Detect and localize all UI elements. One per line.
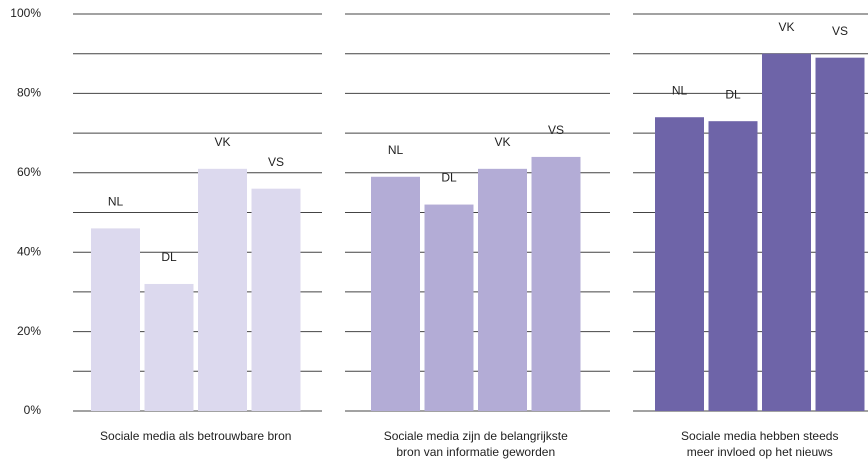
bar-label: VK <box>494 135 510 149</box>
bar-label: VS <box>832 24 848 38</box>
bar-label: VS <box>268 155 284 169</box>
bar <box>655 117 704 411</box>
panel-caption: Sociale media hebben steeds <box>681 429 838 443</box>
bar <box>531 156 581 411</box>
panel-caption: bron van informatie geworden <box>396 445 555 459</box>
bar-label: VK <box>214 135 230 149</box>
y-tick-label: 0% <box>24 403 42 417</box>
bar <box>815 57 865 412</box>
bar-label: DL <box>161 250 177 264</box>
bar <box>708 121 758 411</box>
bar-label: DL <box>725 87 741 101</box>
panel-caption: meer invloed op het nieuws <box>687 445 833 459</box>
y-tick-label: 20% <box>17 324 41 338</box>
y-tick-label: 40% <box>17 244 41 258</box>
bar-label: VK <box>778 20 794 34</box>
bar-label: NL <box>672 83 688 97</box>
bar <box>198 168 247 411</box>
bar <box>371 176 420 411</box>
y-tick-label: 60% <box>17 165 41 179</box>
bar <box>91 228 140 411</box>
bar <box>478 168 527 411</box>
bar-label: NL <box>108 195 124 209</box>
bar-label: NL <box>388 143 404 157</box>
y-tick-label: 80% <box>17 86 41 100</box>
panel-caption: Sociale media zijn de belangrijkste <box>384 429 568 443</box>
bar <box>424 204 474 411</box>
panel-caption: Sociale media als betrouwbare bron <box>100 429 291 443</box>
y-tick-label: 100% <box>10 6 41 20</box>
bar-label: DL <box>441 171 457 185</box>
bar-label: VS <box>548 123 564 137</box>
bar <box>144 283 194 411</box>
bar <box>251 188 301 411</box>
bar <box>762 53 811 411</box>
